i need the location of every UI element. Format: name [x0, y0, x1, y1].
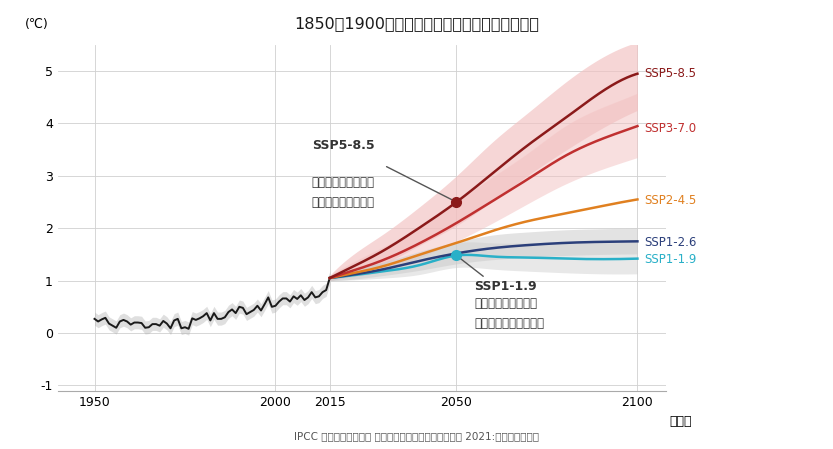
Text: SSP5-8.5: SSP5-8.5: [312, 139, 374, 152]
Text: SSP1-1.9: SSP1-1.9: [645, 253, 697, 266]
Text: IPCC 第６次評価報告書 第１作業部会報告書｜気候変動 2021:自然科学的根拠: IPCC 第６次評価報告書 第１作業部会報告書｜気候変動 2021:自然科学的根…: [294, 431, 539, 441]
Text: 1850～1900年を基準とした世界平均気温の変化: 1850～1900年を基準とした世界平均気温の変化: [294, 16, 539, 31]
Text: SSP1-2.6: SSP1-2.6: [645, 236, 697, 249]
Text: SSP2-4.5: SSP2-4.5: [645, 194, 697, 207]
Text: SSP5-8.5: SSP5-8.5: [645, 67, 696, 80]
Text: SSP3-7.0: SSP3-7.0: [645, 122, 697, 135]
Text: 温室効果ガス排出が
非常に多いシナリオ: 温室効果ガス排出が 非常に多いシナリオ: [312, 176, 375, 209]
Text: (℃): (℃): [25, 18, 48, 31]
Text: （年）: （年）: [670, 415, 692, 428]
Text: SSP1-1.9: SSP1-1.9: [475, 280, 537, 293]
Text: 温室効果ガス排出が
非常に少ないシナリオ: 温室効果ガス排出が 非常に少ないシナリオ: [475, 297, 545, 330]
